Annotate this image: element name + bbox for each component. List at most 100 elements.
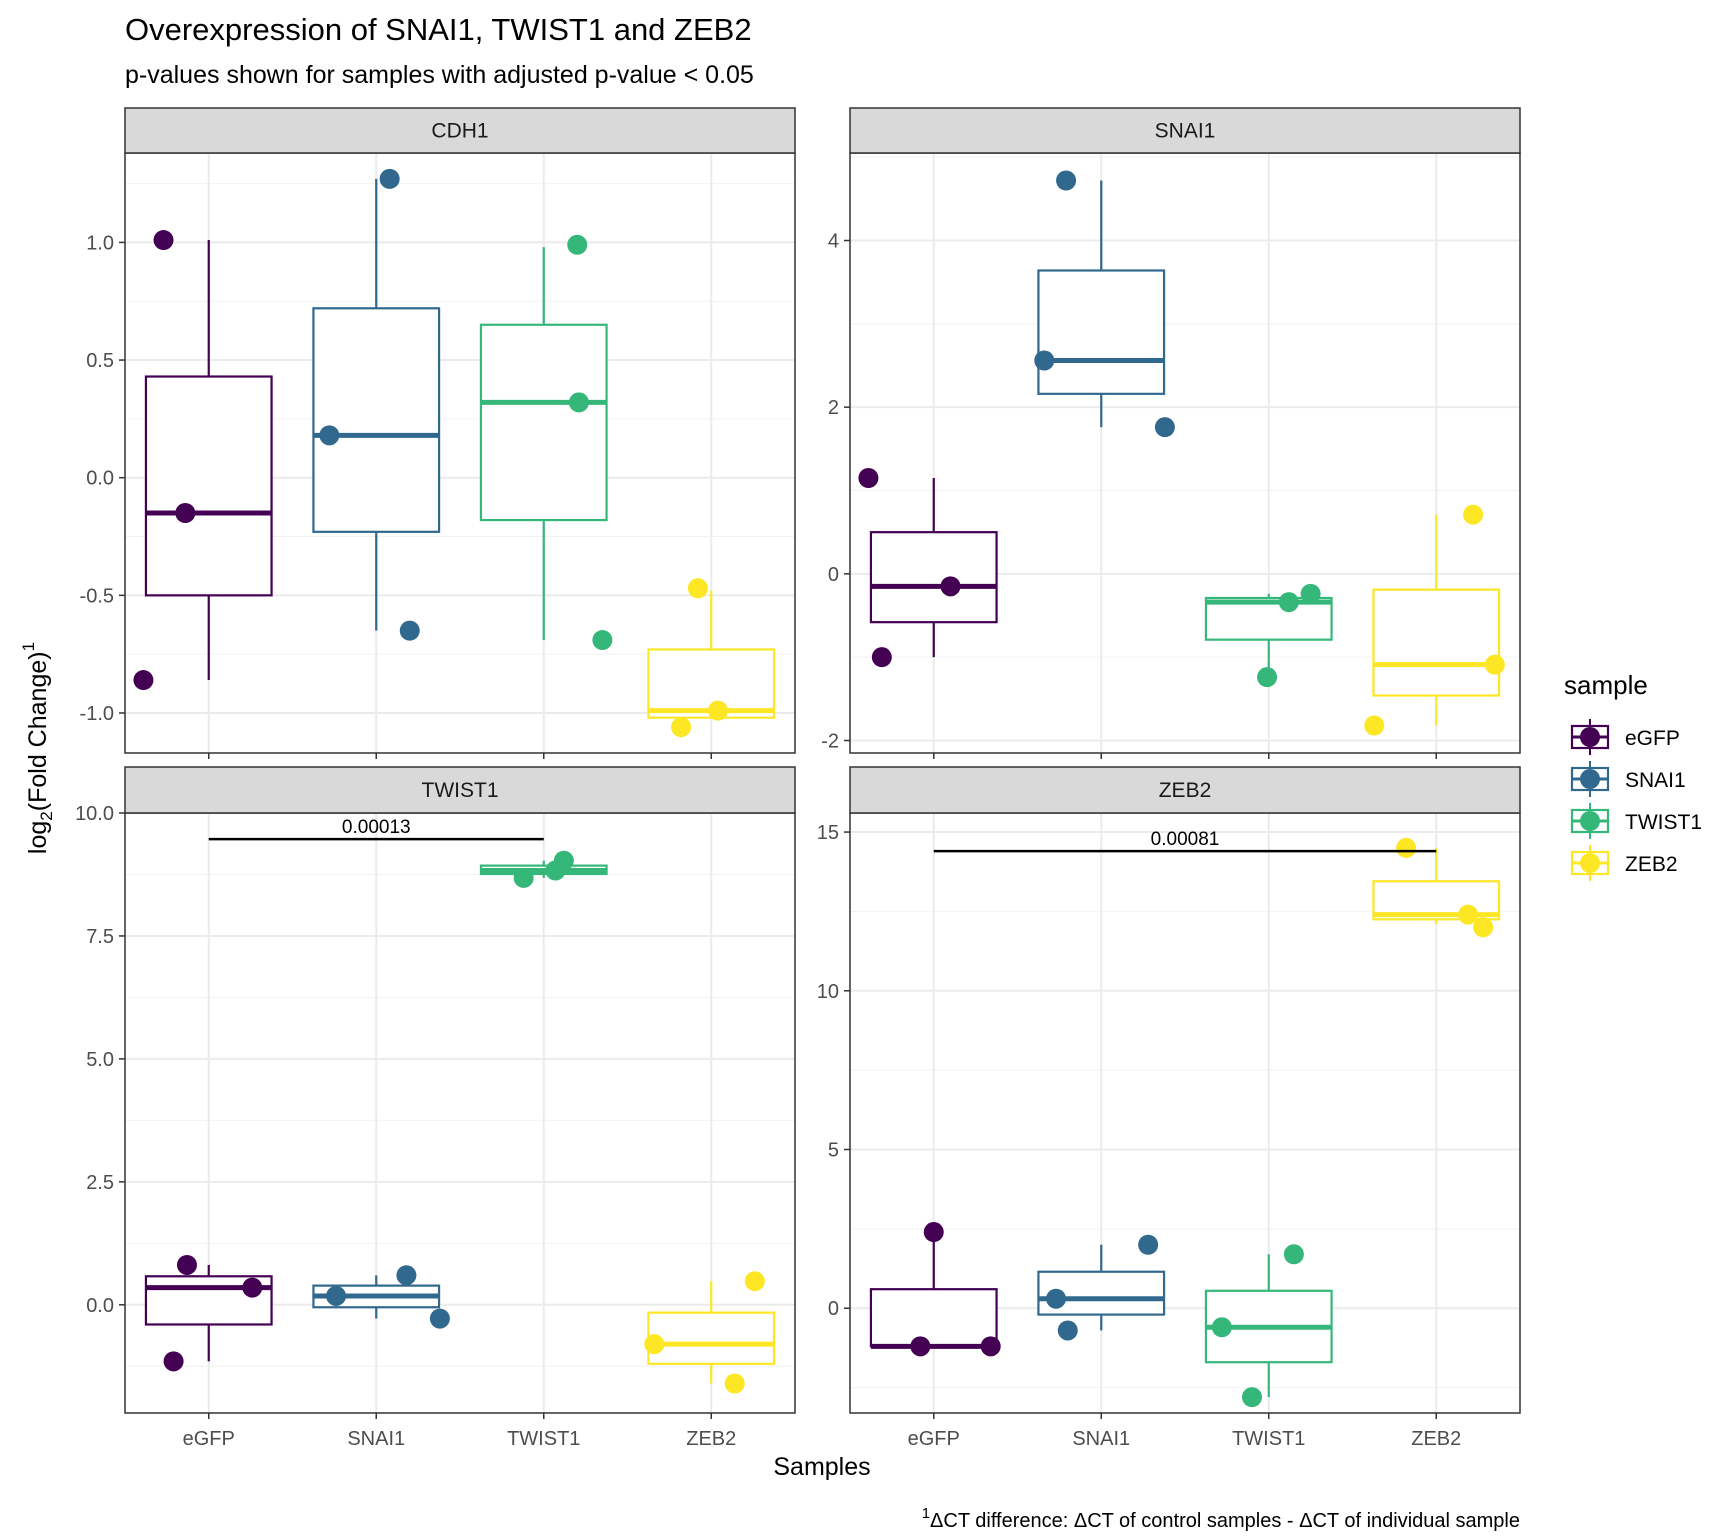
y-tick-label: 5 [828,1140,839,1162]
boxplot-twist1 [479,860,608,878]
x-axis-title: Samples [773,1453,870,1481]
y-tick-label: 7.5 [86,926,114,948]
y-tick-label: 0.5 [86,350,114,372]
chart-subtitle: p-values shown for samples with adjusted… [125,61,754,89]
data-point-twist1 [1283,1244,1304,1265]
data-point-egfp [153,230,174,251]
legend-label: TWIST1 [1625,811,1702,834]
box-iqr [869,531,998,624]
facet-strip-label: TWIST1 [422,779,499,802]
boxplot-snai1 [1037,180,1166,428]
x-tick-label: eGFP [908,1428,960,1450]
y-tick-label: 10.0 [75,803,114,825]
boxplot-zeb2 [1372,514,1501,726]
y-tick-label: 15 [817,822,839,844]
facet-strip-label: SNAI1 [1155,120,1216,143]
box-iqr [312,307,441,533]
data-point-zeb2 [1463,504,1484,525]
data-point-snai1 [1154,417,1175,438]
y-axis-title-subscript: 2 [37,811,56,820]
panel-twist1: 0.00013 TWIST1 0.0 2.5 5.0 7.5 10.0 eGFP SNAI1 TW… [75,766,796,1450]
legend: sample eGFP SNAI1 TWIST1 ZEB2 [1564,670,1702,881]
data-point-twist1 [1300,583,1321,604]
box-iqr [479,323,608,522]
data-point-zeb2 [671,717,692,738]
panel-zeb2: 0.00081 ZEB2 0 5 10 15 eGFP SNAI1 TWIST1 ZEB2 [817,766,1521,1450]
data-point-zeb2 [644,1334,665,1355]
facet-strip [124,766,796,814]
data-point-zeb2 [1364,715,1385,736]
box-iqr [1204,596,1333,641]
data-point-zeb2 [707,700,728,721]
box-iqr [869,1288,998,1348]
data-point-egfp [242,1277,263,1298]
data-point-twist1 [553,850,574,871]
legend-key-point [1580,853,1600,873]
boxplot-snai1 [312,178,441,631]
caption-text: ΔCT difference: ΔCT of control samples -… [930,1510,1520,1532]
data-point-twist1 [1278,592,1299,613]
x-tick-label: ZEB2 [686,1428,736,1450]
box-iqr [647,1311,776,1365]
legend-label: SNAI1 [1625,769,1686,792]
panel-snai1: SNAI1 -2 0 2 4 [821,107,1521,759]
legend-entry-snai1: SNAI1 [1570,761,1686,797]
y-tick-label: -1.0 [80,703,114,725]
y-tick-label: -2 [821,731,839,753]
data-point-twist1 [1211,1317,1232,1338]
chart-caption: 1ΔCT difference: ΔCT of control samples … [922,1505,1520,1532]
caption-superscript: 1 [922,1505,930,1522]
data-point-zeb2 [1484,654,1505,675]
chart-title: Overexpression of SNAI1, TWIST1 and ZEB2 [125,12,752,47]
boxplot-egfp [869,478,998,658]
pvalue-label: 0.00081 [1151,829,1220,850]
data-point-egfp [858,468,879,488]
y-tick-label: 0.0 [86,1295,114,1317]
data-point-egfp [923,1222,944,1243]
y-axis-title-log: log [24,821,52,854]
data-point-snai1 [319,425,340,446]
facet-strip-label: CDH1 [431,120,488,143]
data-point-twist1 [1257,667,1278,688]
data-point-snai1 [1056,170,1077,191]
data-point-zeb2 [1473,917,1494,938]
y-axis-title: log2(Fold Change)1 [19,642,56,854]
legend-entry-zeb2: ZEB2 [1570,845,1678,881]
data-point-snai1 [1138,1234,1159,1255]
box-iqr [144,375,273,597]
data-point-snai1 [429,1308,450,1329]
data-point-egfp [163,1351,184,1372]
y-axis-title-fold-change: (Fold Change) [24,651,52,811]
y-tick-label: 10 [817,981,839,1003]
facet-strip [849,107,1521,154]
data-point-egfp [175,503,196,523]
x-tick-label: SNAI1 [347,1428,405,1450]
data-point-snai1 [399,620,420,641]
legend-entry-egfp: eGFP [1570,719,1680,755]
data-point-twist1 [592,630,613,651]
x-tick-label: ZEB2 [1411,1428,1461,1450]
panel-cdh1: CDH1 -1.0 -0.5 0.0 0.5 1.0 [80,107,796,759]
x-tick-label: eGFP [183,1428,235,1450]
facet-strip [124,107,796,154]
legend-key-point [1580,769,1600,789]
data-point-snai1 [1046,1288,1067,1309]
y-axis-title-superscript: 1 [19,642,38,651]
data-point-egfp [176,1254,197,1275]
data-point-snai1 [396,1265,417,1286]
data-point-egfp [980,1336,1001,1357]
data-point-zeb2 [744,1271,765,1292]
box-iqr [1037,269,1166,395]
y-tick-label: 4 [828,231,839,253]
y-tick-label: 1.0 [86,232,114,254]
box-iqr [1372,588,1501,697]
data-point-egfp [940,576,961,597]
legend-key-point [1580,727,1600,747]
legend-label: eGFP [1625,727,1680,750]
data-point-snai1 [1057,1320,1078,1341]
y-tick-label: 0.0 [86,468,114,490]
y-tick-label: 0 [828,1298,839,1320]
x-tick-label: SNAI1 [1072,1428,1130,1450]
